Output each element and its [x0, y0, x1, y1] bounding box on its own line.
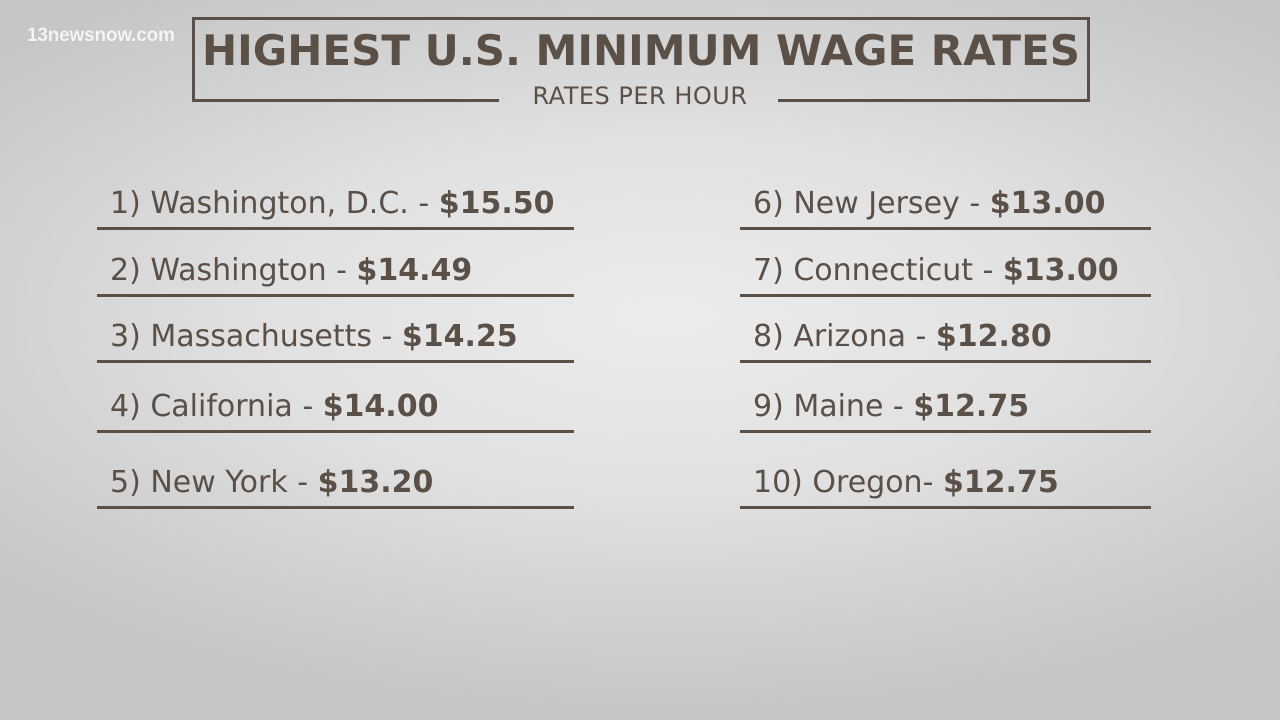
ranking-amount: $13.00 — [989, 186, 1106, 221]
ranking-label: 5) New York - — [110, 465, 318, 500]
ranking-label: 1) Washington, D.C. - — [110, 186, 439, 221]
ranking-label: 4) California - — [110, 389, 323, 424]
ranking-text: 10) Oregon- $12.75 — [753, 465, 1059, 500]
ranking-row-10: 10) Oregon- $12.75 — [740, 464, 1151, 509]
ranking-amount: $14.00 — [322, 389, 439, 424]
title-frame: HIGHEST U.S. MINIMUM WAGE RATES — [192, 17, 1090, 102]
ranking-text: 1) Washington, D.C. - $15.50 — [110, 186, 555, 221]
ranking-label: 8) Arizona - — [753, 319, 936, 354]
ranking-label: 9) Maine - — [753, 389, 914, 424]
page-title: HIGHEST U.S. MINIMUM WAGE RATES — [202, 26, 1080, 75]
ranking-text: 2) Washington - $14.49 — [110, 253, 472, 288]
ranking-text: 4) California - $14.00 — [110, 389, 438, 424]
ranking-amount: $14.49 — [356, 253, 473, 288]
ranking-text: 7) Connecticut - $13.00 — [753, 253, 1119, 288]
ranking-amount: $15.50 — [438, 186, 555, 221]
ranking-text: 5) New York - $13.20 — [110, 465, 433, 500]
ranking-amount: $12.75 — [942, 465, 1059, 500]
ranking-text: 6) New Jersey - $13.00 — [753, 186, 1105, 221]
ranking-row-2: 2) Washington - $14.49 — [97, 252, 574, 297]
ranking-amount: $13.20 — [317, 465, 434, 500]
ranking-amount: $12.75 — [913, 389, 1030, 424]
frame-bottom-left-rule — [192, 99, 499, 102]
ranking-row-5: 5) New York - $13.20 — [97, 464, 574, 509]
page-subtitle: RATES PER HOUR — [532, 82, 748, 110]
ranking-label: 7) Connecticut - — [753, 253, 1003, 288]
ranking-text: 9) Maine - $12.75 — [753, 389, 1029, 424]
ranking-label: 2) Washington - — [110, 253, 357, 288]
ranking-amount: $14.25 — [401, 319, 518, 354]
ranking-text: 8) Arizona - $12.80 — [753, 319, 1052, 354]
ranking-row-9: 9) Maine - $12.75 — [740, 388, 1151, 433]
ranking-row-6: 6) New Jersey - $13.00 — [740, 185, 1151, 230]
ranking-row-3: 3) Massachusetts - $14.25 — [97, 318, 574, 363]
ranking-row-1: 1) Washington, D.C. - $15.50 — [97, 185, 574, 230]
ranking-label: 6) New Jersey - — [753, 186, 990, 221]
station-watermark: 13newsnow.com — [27, 25, 175, 46]
frame-bottom-right-rule — [778, 99, 1090, 102]
ranking-text: 3) Massachusetts - $14.25 — [110, 319, 518, 354]
ranking-label: 10) Oregon- — [753, 465, 943, 500]
ranking-amount: $13.00 — [1002, 253, 1119, 288]
ranking-row-7: 7) Connecticut - $13.00 — [740, 252, 1151, 297]
ranking-row-4: 4) California - $14.00 — [97, 388, 574, 433]
ranking-label: 3) Massachusetts - — [110, 319, 402, 354]
ranking-row-8: 8) Arizona - $12.80 — [740, 318, 1151, 363]
ranking-amount: $12.80 — [935, 319, 1052, 354]
